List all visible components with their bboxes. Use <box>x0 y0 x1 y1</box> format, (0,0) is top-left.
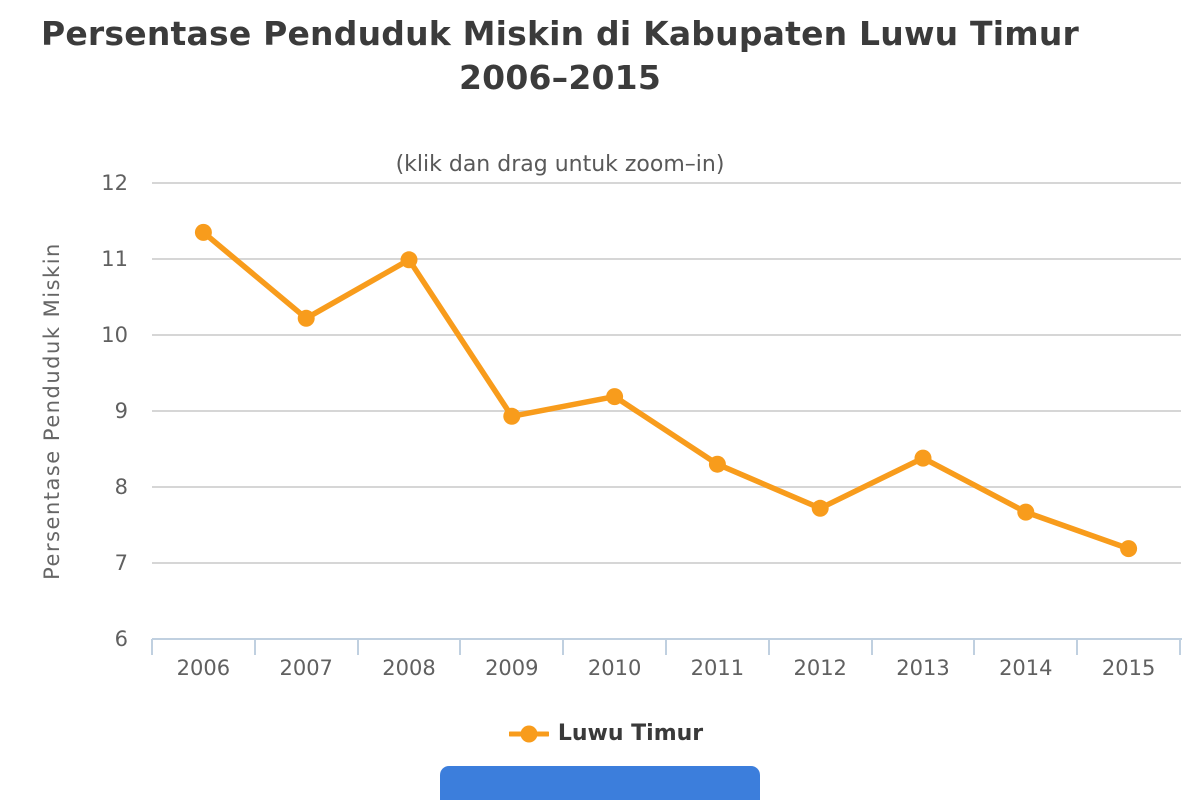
data-point-2012[interactable] <box>811 499 829 517</box>
data-point-2013[interactable] <box>914 449 932 467</box>
x-tick-label-2012: 2012 <box>793 656 847 680</box>
y-tick-label-8: 8 <box>114 475 128 499</box>
x-tick-label-2006: 2006 <box>176 656 231 680</box>
gridline-9 <box>152 410 1181 412</box>
x-tick-8 <box>973 639 976 655</box>
y-tick-label-7: 7 <box>114 551 128 575</box>
series-layer <box>194 223 1138 558</box>
data-point-2014[interactable] <box>1017 503 1035 521</box>
chart-title-line1: Persentase Penduduk Miskin di Kabupaten … <box>40 14 1080 53</box>
chart-title: Persentase Penduduk Miskin di Kabupaten … <box>0 12 1120 100</box>
chart-subtitle: (klik dan drag untuk zoom–in) <box>395 152 725 177</box>
horizontal-scrollbar-thumb[interactable] <box>440 766 760 800</box>
gridline-7 <box>152 562 1181 564</box>
data-point-2015[interactable] <box>1120 540 1138 558</box>
x-axis-line <box>152 638 1182 640</box>
legend: Luwu Timur <box>0 721 1200 746</box>
x-tick-label-2015: 2015 <box>1101 656 1156 680</box>
data-point-2011[interactable] <box>708 455 726 473</box>
gridline-10 <box>152 334 1181 336</box>
data-point-2006[interactable] <box>194 223 212 241</box>
x-tick-6 <box>767 639 770 655</box>
y-tick-label-6: 6 <box>114 627 128 651</box>
x-tick-10 <box>1179 639 1181 655</box>
y-tick-label-10: 10 <box>101 323 128 347</box>
x-tick-label-2013: 2013 <box>896 656 950 680</box>
data-point-2010[interactable] <box>606 388 624 406</box>
x-tick-0 <box>151 639 153 655</box>
gridline-8 <box>152 486 1181 488</box>
x-tick-9 <box>1076 639 1079 655</box>
x-tick-label-2011: 2011 <box>690 656 745 680</box>
x-tick-2 <box>356 639 359 655</box>
x-tick-1 <box>253 639 256 655</box>
x-tick-label-2014: 2014 <box>999 656 1053 680</box>
legend-marker-icon <box>508 725 549 742</box>
x-tick-label-2008: 2008 <box>382 656 436 680</box>
gridline-11 <box>152 258 1181 260</box>
x-tick-3 <box>459 639 462 655</box>
legend-item-luwu-timur[interactable]: Luwu Timur <box>508 721 704 746</box>
y-tick-label-9: 9 <box>114 399 128 423</box>
x-tick-label-2009: 2009 <box>485 656 539 680</box>
x-tick-label-2010: 2010 <box>587 656 642 680</box>
series-line-luwu-timur <box>200 229 1132 552</box>
data-point-2007[interactable] <box>297 309 315 327</box>
chart-title-line2: 2006–2015 <box>459 58 661 97</box>
x-tick-5 <box>665 639 667 655</box>
x-tick-label-2007: 2007 <box>279 656 333 680</box>
data-point-2009[interactable] <box>503 407 521 425</box>
legend-label: Luwu Timur <box>557 721 704 746</box>
data-point-2008[interactable] <box>400 251 418 269</box>
y-tick-label-11: 11 <box>101 247 128 271</box>
gridline-12 <box>152 182 1181 184</box>
x-tick-7 <box>870 639 873 655</box>
x-tick-4 <box>562 639 565 655</box>
y-tick-label-12: 12 <box>101 171 128 195</box>
